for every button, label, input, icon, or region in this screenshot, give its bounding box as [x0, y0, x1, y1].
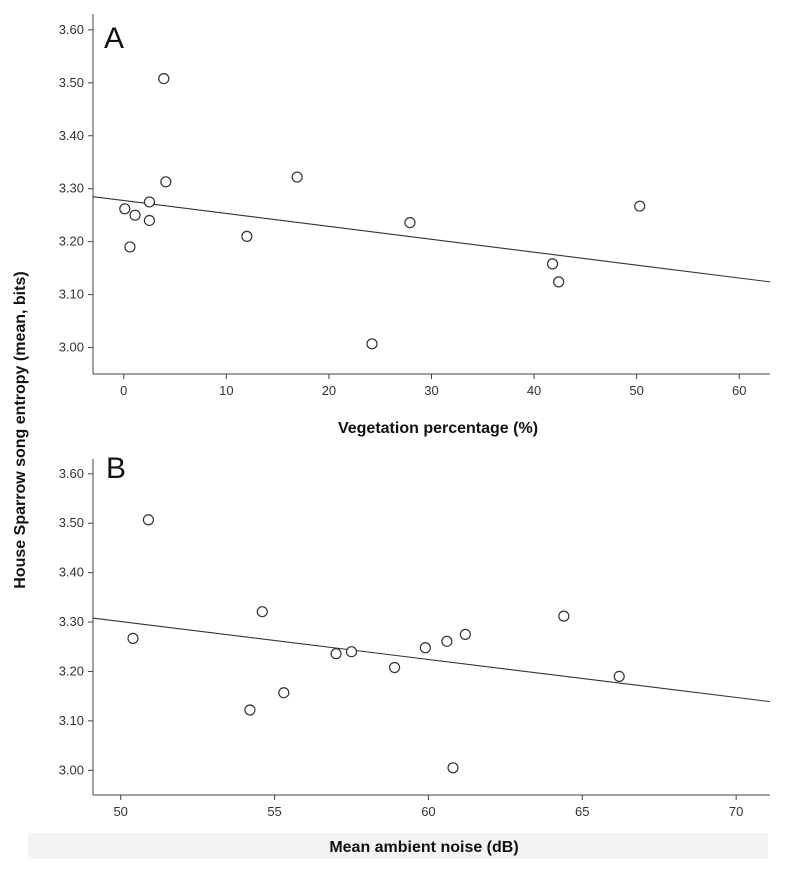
panel-a-data-point [366, 338, 378, 350]
panel-a-data-point [119, 203, 131, 215]
panel-b-x-tick-label: 70 [729, 804, 743, 819]
panel-b-data-point [441, 635, 453, 647]
panel-a-data-point [634, 200, 646, 212]
panel-b-x-tick-label: 60 [421, 804, 435, 819]
panel-a-data-point [404, 216, 416, 229]
panel-b-x-tick-label: 50 [113, 804, 127, 819]
panel-b-data-point [345, 646, 358, 658]
panel-a-x-tick-label: 0 [120, 383, 127, 398]
panel-b-y-tick-label: 3.40 [59, 565, 84, 580]
panel-a-data-point [546, 258, 559, 270]
panel-b-y-tick-label: 3.50 [59, 515, 84, 530]
footer-band [28, 833, 768, 859]
panel-a-x-axis-title: Vegetation percentage (%) [338, 420, 538, 437]
panel-a-y-tick-label: 3.30 [59, 181, 84, 196]
panel-b-data-point [256, 606, 268, 618]
panel-a-data-point [143, 214, 156, 227]
panel-b-x-tick-label: 65 [575, 804, 589, 819]
panel-a-y-tick-label: 3.60 [59, 22, 84, 37]
panel-a-y-tick-label: 3.00 [59, 340, 84, 355]
panel-a: A Vegetation percentage (%) 3.00 3.10 3.20… [59, 14, 771, 437]
panel-a-data-point [124, 241, 136, 253]
panel-a-regression-line [92, 196, 771, 283]
panel-a-data-point [158, 72, 170, 85]
panel-a-y-tick-label: 3.20 [59, 234, 84, 249]
panel-a-data-point [241, 230, 253, 242]
panel-b-y-tick-label: 3.20 [59, 663, 84, 678]
panel-a-data-point [553, 276, 565, 288]
panel-b-data-point [459, 628, 471, 641]
panel-b-data-point [613, 670, 625, 683]
panel-a-x-tick-label: 40 [527, 383, 541, 398]
panel-a-data-point [291, 171, 303, 183]
panel-a-y-tick-label: 3.10 [59, 287, 84, 302]
panel-b: B Mean ambient noise (dB) 3.00 3.10 3.20 3.… [59, 452, 771, 856]
panel-b-y-tick-label: 3.30 [59, 614, 84, 629]
panel-b-data-point [330, 648, 342, 660]
panel-a-x-tick-label: 60 [732, 383, 746, 398]
panel-b-letter: B [106, 452, 126, 485]
panel-b-data-point [127, 632, 139, 644]
panel-b-data-point [558, 610, 570, 622]
panel-a-x-tick-label: 50 [629, 383, 643, 398]
panel-b-data-point [447, 762, 459, 774]
panel-b-y-tick-label: 3.60 [59, 466, 84, 481]
panel-b-data-point [278, 687, 290, 699]
panel-a-y-tick-label: 3.40 [59, 128, 84, 143]
panel-b-data-point [142, 514, 154, 526]
panel-a-x-tick-label: 20 [322, 383, 336, 398]
panel-a-data-point [143, 196, 156, 208]
panel-a-data-point [160, 176, 172, 188]
panel-b-x-tick-label: 55 [267, 804, 281, 819]
panel-a-y-tick-label: 3.50 [59, 75, 84, 90]
shared-y-axis-title: House Sparrow song entropy (mean, bits) [12, 271, 29, 588]
panel-b-data-point [244, 704, 256, 716]
panel-b-data-point [419, 642, 431, 654]
panel-a-x-tick-label: 30 [424, 383, 438, 398]
panel-a-x-tick-label: 10 [219, 383, 233, 398]
panel-b-data-point [388, 661, 401, 674]
panel-a-data-point [129, 209, 141, 221]
panel-b-regression-line [92, 617, 771, 703]
panel-b-y-tick-label: 3.10 [59, 713, 84, 728]
panel-b-y-tick-label: 3.00 [59, 762, 84, 777]
panel-a-letter: A [104, 22, 124, 55]
panel-b-x-axis-title: Mean ambient noise (dB) [329, 839, 518, 856]
